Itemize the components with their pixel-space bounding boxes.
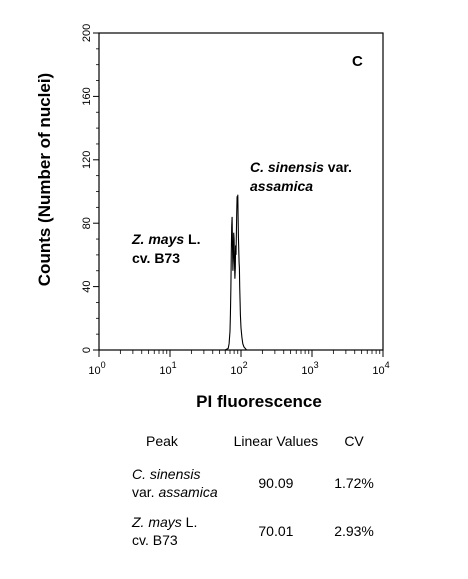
- y-axis-label: Counts (Number of nuclei): [35, 73, 54, 286]
- peak-name-part: cv. B73: [132, 532, 178, 548]
- table-row: Z. mays L. cv. B73 70.01 2.93%: [114, 513, 382, 561]
- header-linear-values: Linear Values: [233, 433, 319, 449]
- y-tick-label: 200: [81, 24, 93, 42]
- flow-cytometry-histogram: 0 40 80 120 160 200 100 101 102 103 104 Counts (Num…: [35, 24, 390, 411]
- panel-label: C: [352, 53, 363, 70]
- y-tick-label: 120: [81, 151, 93, 169]
- cv-cell: 1.72%: [334, 475, 374, 491]
- table-row: C. sinensis var. assamica 90.09 1.72%: [114, 465, 382, 513]
- peak-statistics-table: Peak Linear Values CV C. sinensis var. a…: [114, 430, 382, 561]
- x-tick-label: 100: [88, 360, 105, 377]
- header-peak: Peak: [146, 433, 178, 449]
- peak-annotation: C. sinensis var. assamica: [250, 159, 352, 194]
- y-tick-label: 0: [81, 347, 93, 353]
- histogram-series-line: [219, 194, 252, 351]
- y-tick-label: 160: [81, 87, 93, 105]
- linear-value-cell: 70.01: [258, 523, 294, 539]
- peak-name-part: C. sinensis: [132, 466, 201, 482]
- cv-cell: 2.93%: [334, 523, 374, 539]
- table-header-row: Peak Linear Values CV: [114, 430, 382, 465]
- peak-name-part: assamica: [158, 484, 218, 500]
- linear-value-cell: 90.09: [258, 475, 294, 491]
- peak-annotation: Z. mays L. cv. B73: [131, 231, 200, 266]
- peak-name-part: var.: [132, 484, 159, 500]
- x-tick-label: 104: [372, 360, 389, 377]
- peak-name-part: L.: [181, 514, 198, 530]
- peak-name-cell: C. sinensis var. assamica: [114, 465, 226, 513]
- peak-name-part: Z. mays: [132, 514, 182, 530]
- x-tick-label: 103: [301, 360, 318, 377]
- plot-frame: [98, 32, 384, 351]
- x-axis-label: PI fluorescence: [196, 392, 322, 411]
- y-tick-label: 40: [81, 280, 93, 292]
- peak-name-cell: Z. mays L. cv. B73: [114, 513, 226, 561]
- x-tick-label: 102: [230, 360, 247, 377]
- x-tick-label: 101: [159, 360, 176, 377]
- header-cv: CV: [344, 433, 364, 449]
- y-tick-label: 80: [81, 217, 93, 229]
